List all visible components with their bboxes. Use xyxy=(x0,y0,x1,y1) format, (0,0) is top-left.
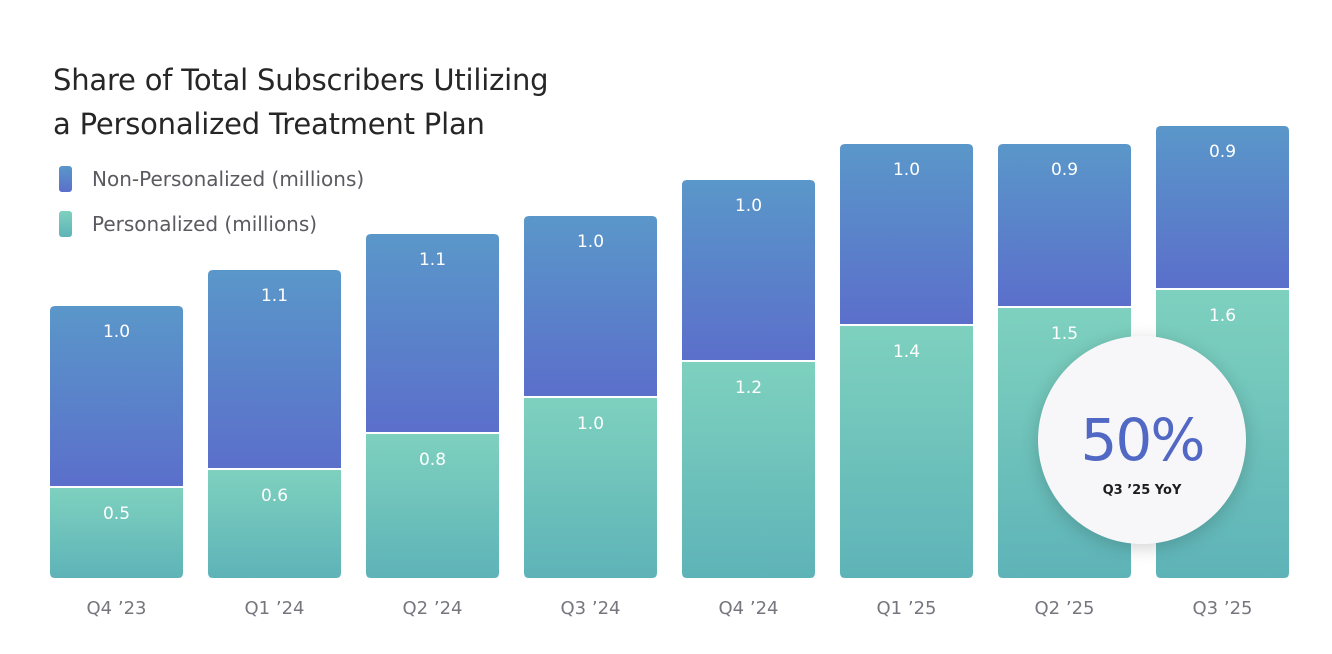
yoy-growth-value: 50% xyxy=(1080,406,1206,474)
legend-swatch-personalized xyxy=(59,211,72,237)
data-label-non-personalized-7: 0.9 xyxy=(1209,142,1236,162)
bar-non-personalized-2 xyxy=(366,234,499,432)
chart-title: Share of Total Subscribers Utilizing a P… xyxy=(53,58,693,146)
x-tick-label-5: Q1 ’25 xyxy=(877,598,937,619)
data-label-non-personalized-1: 1.1 xyxy=(261,286,288,306)
bar-personalized-1 xyxy=(208,470,341,578)
chart-title-line-2: a Personalized Treatment Plan xyxy=(53,107,485,141)
data-label-non-personalized-3: 1.0 xyxy=(577,232,604,252)
data-label-personalized-0: 0.5 xyxy=(103,504,130,524)
chart-title-line-1: Share of Total Subscribers Utilizing xyxy=(53,63,549,97)
x-tick-label-7: Q3 ’25 xyxy=(1193,598,1253,619)
data-label-personalized-3: 1.0 xyxy=(577,414,604,434)
legend-label-non-personalized: Non-Personalized (millions) xyxy=(92,167,365,191)
bar-personalized-0 xyxy=(50,488,183,578)
x-tick-label-2: Q2 ’24 xyxy=(403,598,463,619)
bar-personalized-2 xyxy=(366,434,499,578)
data-label-personalized-1: 0.6 xyxy=(261,486,288,506)
data-label-personalized-2: 0.8 xyxy=(419,450,446,470)
bar-personalized-4 xyxy=(682,362,815,578)
bar-non-personalized-0 xyxy=(50,306,183,486)
bar-non-personalized-4 xyxy=(682,180,815,360)
data-label-personalized-6: 1.5 xyxy=(1051,324,1078,344)
data-label-non-personalized-2: 1.1 xyxy=(419,250,446,270)
data-label-personalized-7: 1.6 xyxy=(1209,306,1236,326)
x-tick-label-6: Q2 ’25 xyxy=(1035,598,1095,619)
x-tick-label-3: Q3 ’24 xyxy=(561,598,621,619)
bar-personalized-3 xyxy=(524,398,657,578)
bar-non-personalized-1 xyxy=(208,270,341,468)
bar-non-personalized-7 xyxy=(1156,126,1289,288)
data-label-personalized-4: 1.2 xyxy=(735,378,762,398)
bar-non-personalized-6 xyxy=(998,144,1131,306)
bar-non-personalized-3 xyxy=(524,216,657,396)
bar-non-personalized-5 xyxy=(840,144,973,324)
data-label-non-personalized-0: 1.0 xyxy=(103,322,130,342)
legend-label-personalized: Personalized (millions) xyxy=(92,212,318,236)
yoy-growth-caption: Q3 ’25 YoY xyxy=(1102,483,1182,498)
data-label-non-personalized-4: 1.0 xyxy=(735,196,762,216)
x-tick-label-0: Q4 ’23 xyxy=(87,598,147,619)
bar-personalized-5 xyxy=(840,326,973,578)
data-label-non-personalized-6: 0.9 xyxy=(1051,160,1078,180)
data-label-non-personalized-5: 1.0 xyxy=(893,160,920,180)
x-tick-label-1: Q1 ’24 xyxy=(245,598,305,619)
data-label-personalized-5: 1.4 xyxy=(893,342,920,362)
x-tick-label-4: Q4 ’24 xyxy=(719,598,779,619)
yoy-growth-badge: 50% Q3 ’25 YoY xyxy=(1038,336,1246,544)
legend-swatch-non-personalized xyxy=(59,166,72,192)
